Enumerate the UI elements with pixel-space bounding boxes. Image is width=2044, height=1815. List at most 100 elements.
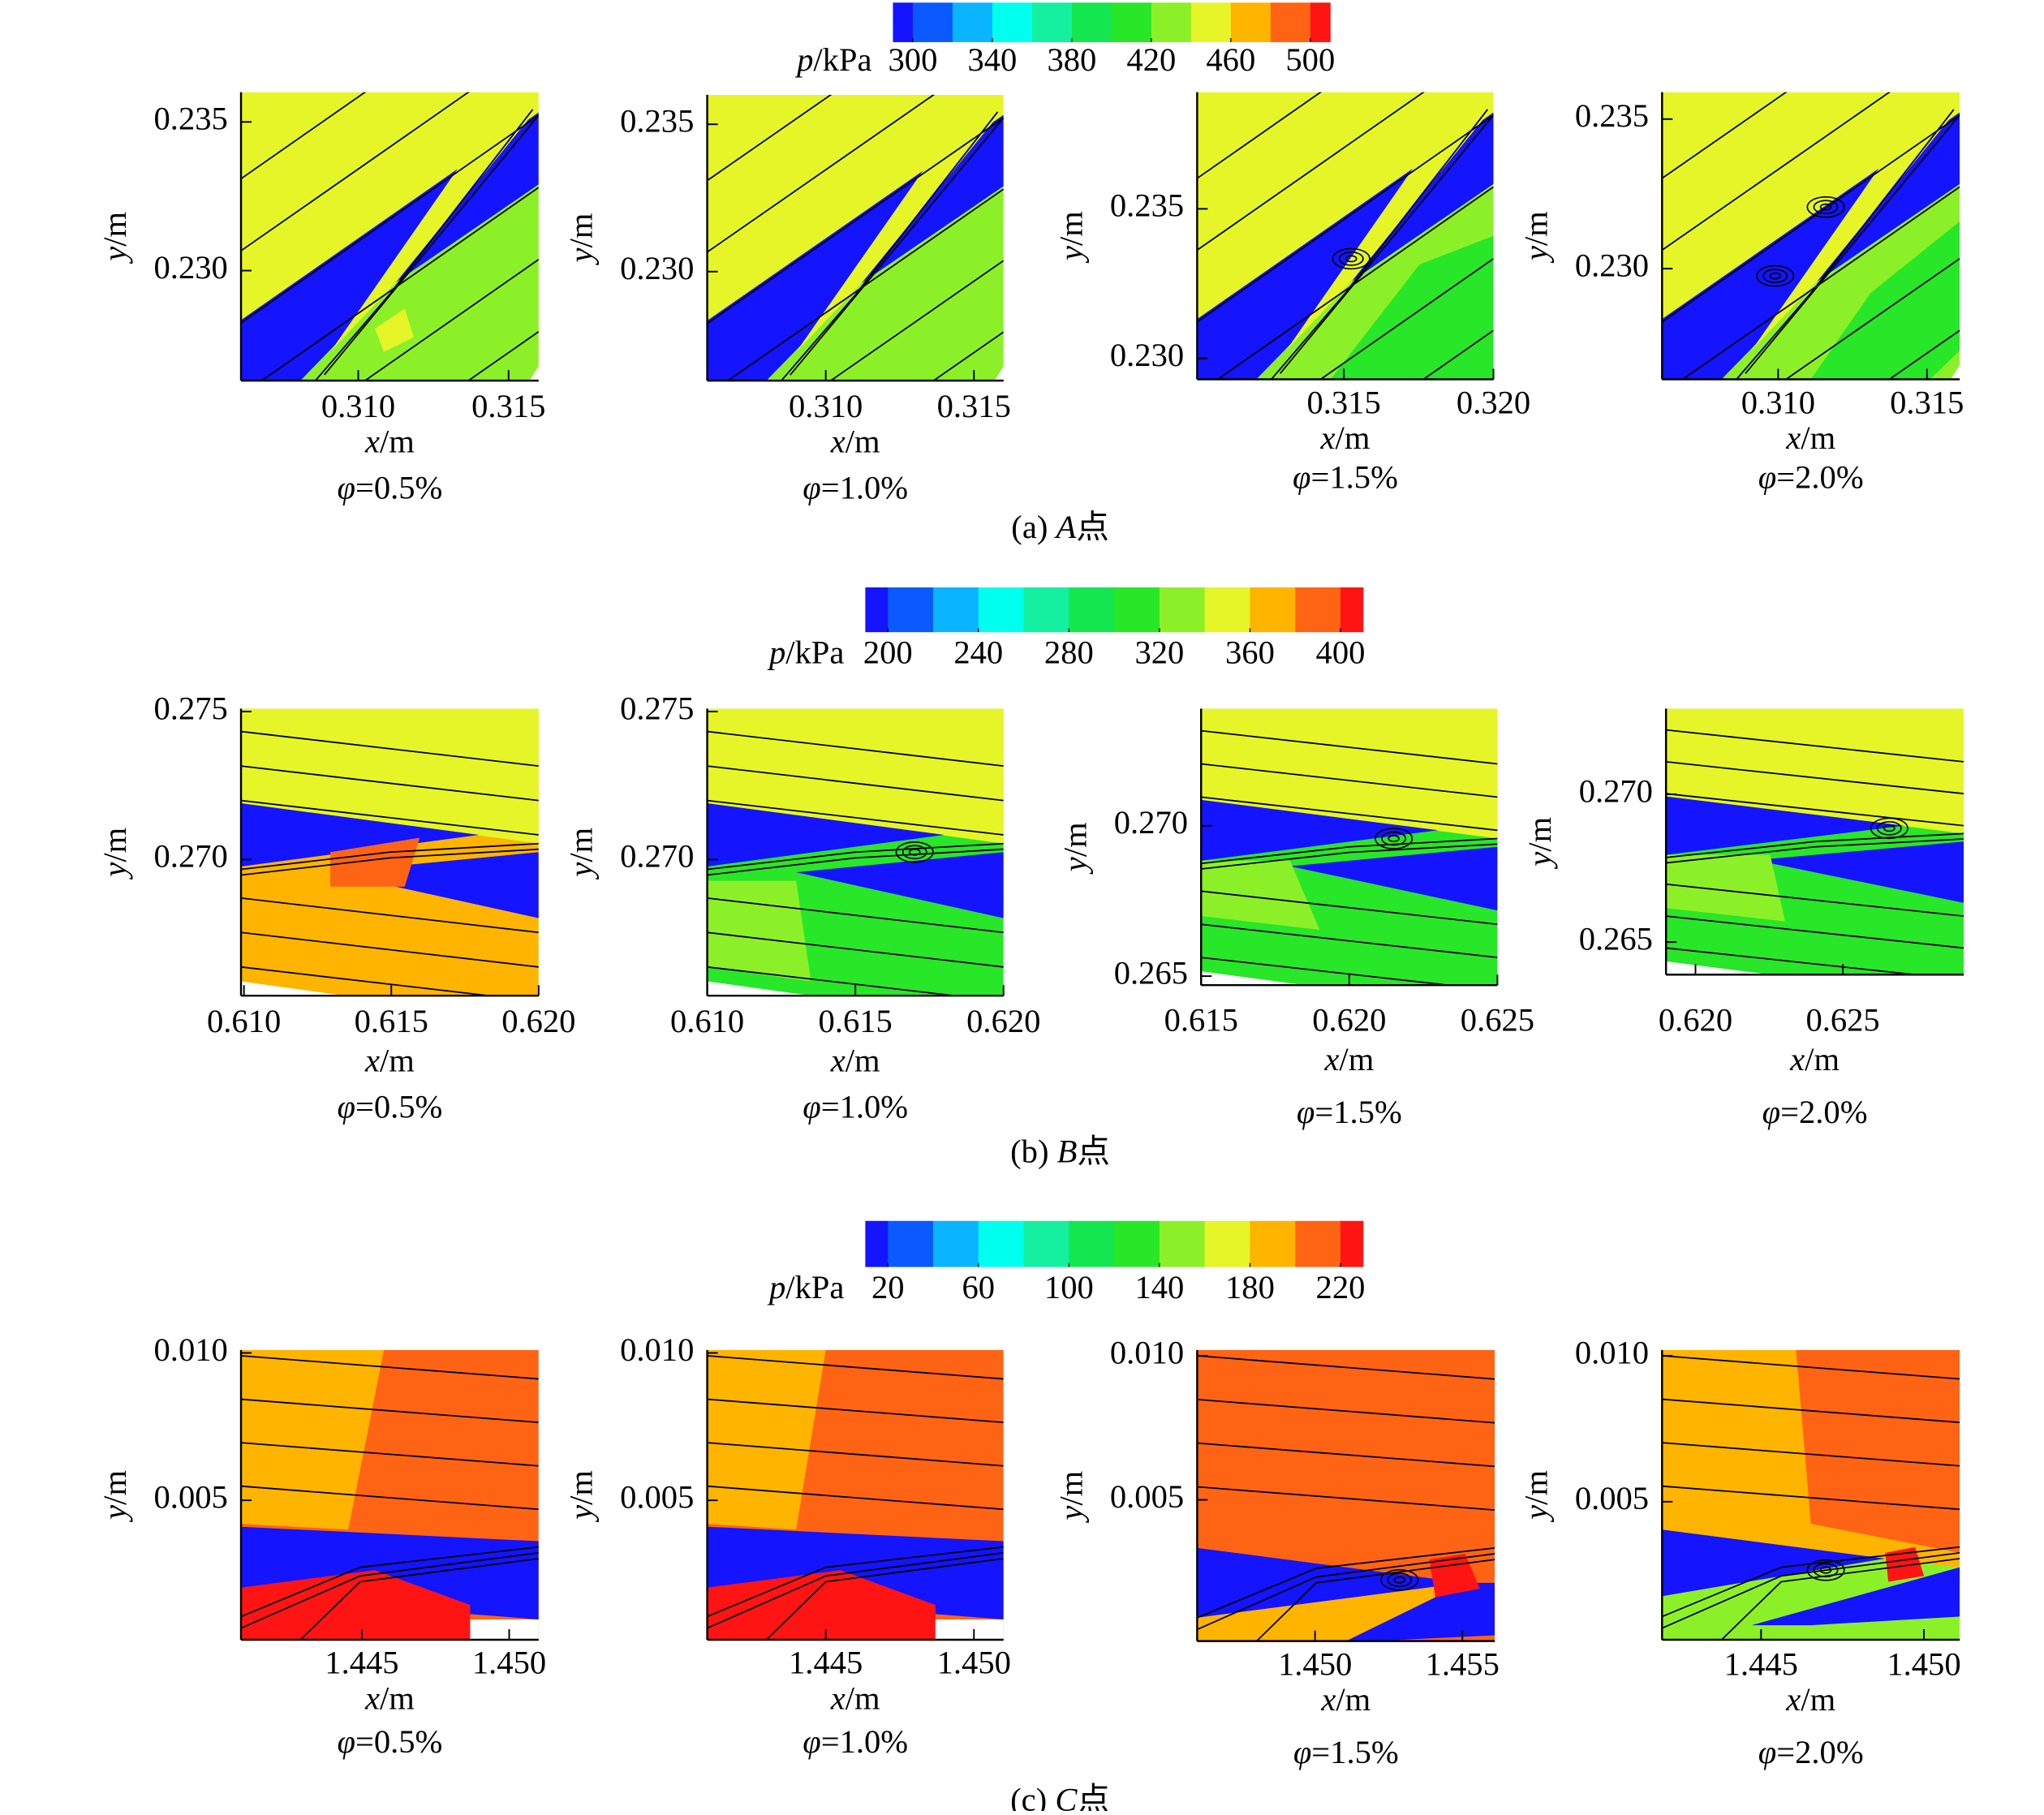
- streamline: [241, 1442, 539, 1467]
- vortex: [1381, 831, 1407, 846]
- colorbar-tick-label: 100: [1044, 1269, 1094, 1305]
- colorbar-cell: [1069, 1220, 1115, 1267]
- x-axis-label: x/m: [830, 424, 880, 460]
- streamline: [1201, 729, 1498, 765]
- vortex: [908, 848, 921, 856]
- x-tick-label: 0.315: [1890, 384, 1964, 420]
- pressure-field: [707, 1349, 1004, 1640]
- y-axis-label: y/m: [1522, 817, 1559, 870]
- vortex: [1380, 1568, 1419, 1591]
- colorbar-cell: [1023, 1220, 1069, 1267]
- vortex: [1883, 824, 1896, 832]
- pressure-region: [241, 803, 480, 867]
- x-axis-label: x/m: [364, 424, 415, 460]
- colorbar-cell: [1250, 587, 1296, 633]
- pressure-region: [707, 1570, 936, 1640]
- streamline: [1662, 1546, 1960, 1618]
- vortex: [895, 841, 934, 863]
- colorbar-cell: [1114, 587, 1160, 633]
- vortex: [1819, 1566, 1832, 1574]
- colorbar-cell: [1340, 1220, 1364, 1267]
- pressure-region: [1751, 1567, 1960, 1626]
- pressure-region: [1755, 841, 1964, 903]
- pressure-region: [1662, 1529, 1886, 1597]
- panel-group: 20 60 100 140 180 220 p/kPa (c) C点 1.445 1.450 0.0…: [97, 1220, 1961, 1815]
- streamline: [707, 842, 1004, 871]
- streamline: [260, 187, 539, 381]
- pressure-region: [1285, 106, 1494, 351]
- pressure-field: [1201, 708, 1498, 986]
- pressure-region: [1197, 1582, 1465, 1641]
- pressure-field: [1197, 1349, 1495, 1641]
- streamline: [707, 1355, 1004, 1380]
- x-tick-label: 0.625: [1461, 1002, 1534, 1039]
- pressure-region: [330, 837, 420, 887]
- y-tick-label: 0.235: [154, 101, 228, 137]
- colorbar-cell: [1295, 1220, 1341, 1267]
- pressure-region: [1289, 846, 1498, 911]
- colorbar-cell: [865, 587, 889, 633]
- panel-title: φ=2.0%: [1758, 1734, 1864, 1770]
- y-axis-label: y/m: [1053, 211, 1090, 264]
- streamline: [707, 1551, 1004, 1629]
- x-tick-label: 0.620: [1312, 1002, 1386, 1039]
- streamline: [1201, 957, 1455, 986]
- streamline: [1201, 923, 1498, 959]
- streamline: [707, 765, 1004, 802]
- streamline: [1784, 258, 1960, 380]
- pressure-region: [796, 852, 1004, 918]
- streamline: [1666, 729, 1964, 763]
- pressure-region: [707, 880, 811, 982]
- y-tick-label: 0.270: [1579, 772, 1653, 809]
- colorbar-cell: [1159, 587, 1206, 633]
- colorbar-label: p/kPa: [767, 1269, 844, 1305]
- x-tick-label: 1.445: [789, 1645, 863, 1681]
- streamline: [781, 111, 999, 381]
- pressure-region: [1751, 106, 1960, 351]
- streamline: [1201, 837, 1498, 865]
- streamline: [241, 92, 470, 252]
- colorbar-tick-label: 220: [1316, 1269, 1366, 1305]
- streamline: [707, 966, 961, 996]
- colorbar-cell: [1114, 1220, 1160, 1267]
- colorbar-cell: [1069, 587, 1115, 633]
- pressure-region: [1885, 1546, 1925, 1582]
- streamline: [1197, 1546, 1495, 1619]
- streamline: [1662, 1551, 1960, 1629]
- colorbar-cell: [1151, 2, 1192, 42]
- colorbar-tick-label: 380: [1047, 41, 1096, 78]
- x-tick-label: 0.620: [1659, 1002, 1732, 1039]
- x-tick-label: 0.310: [789, 388, 863, 424]
- x-axis-label: x/m: [830, 1043, 880, 1079]
- pressure-region: [707, 803, 945, 867]
- streamline: [707, 94, 833, 182]
- y-tick-label: 0.235: [620, 103, 694, 140]
- streamline: [1197, 1553, 1495, 1631]
- pressure-region: [1201, 799, 1439, 861]
- pressure-region: [1666, 854, 1785, 922]
- contour-panel: 0.610 0.615 0.620 0.270 0.275 x/m y/m φ=0.5%: [97, 690, 575, 1125]
- colorbar-cell: [1250, 1220, 1296, 1267]
- x-tick-label: 0.315: [937, 388, 1011, 424]
- pressure-region: [1796, 1349, 1960, 1553]
- vortex: [1870, 817, 1908, 840]
- y-tick-label: 0.265: [1579, 920, 1653, 957]
- caption: (c) C点: [1010, 1782, 1110, 1811]
- streamline: [1197, 92, 1323, 179]
- streamline: [1666, 761, 1964, 795]
- streamline: [707, 931, 1004, 968]
- x-tick-label: 0.625: [1805, 1002, 1879, 1039]
- panel-title: φ=1.5%: [1293, 1734, 1399, 1770]
- x-tick-label: 1.450: [937, 1645, 1011, 1681]
- pressure-field: [241, 92, 539, 381]
- streamline: [1662, 92, 1788, 179]
- y-tick-label: 0.275: [154, 690, 228, 726]
- colorbar-cell: [1031, 2, 1073, 42]
- streamline: [315, 109, 534, 381]
- pressure-region: [529, 366, 539, 381]
- pressure-region: [796, 109, 1004, 352]
- colorbar-tick-label: 320: [1134, 634, 1184, 671]
- x-tick-label: 0.620: [501, 1003, 575, 1039]
- y-tick-label: 0.005: [154, 1478, 228, 1515]
